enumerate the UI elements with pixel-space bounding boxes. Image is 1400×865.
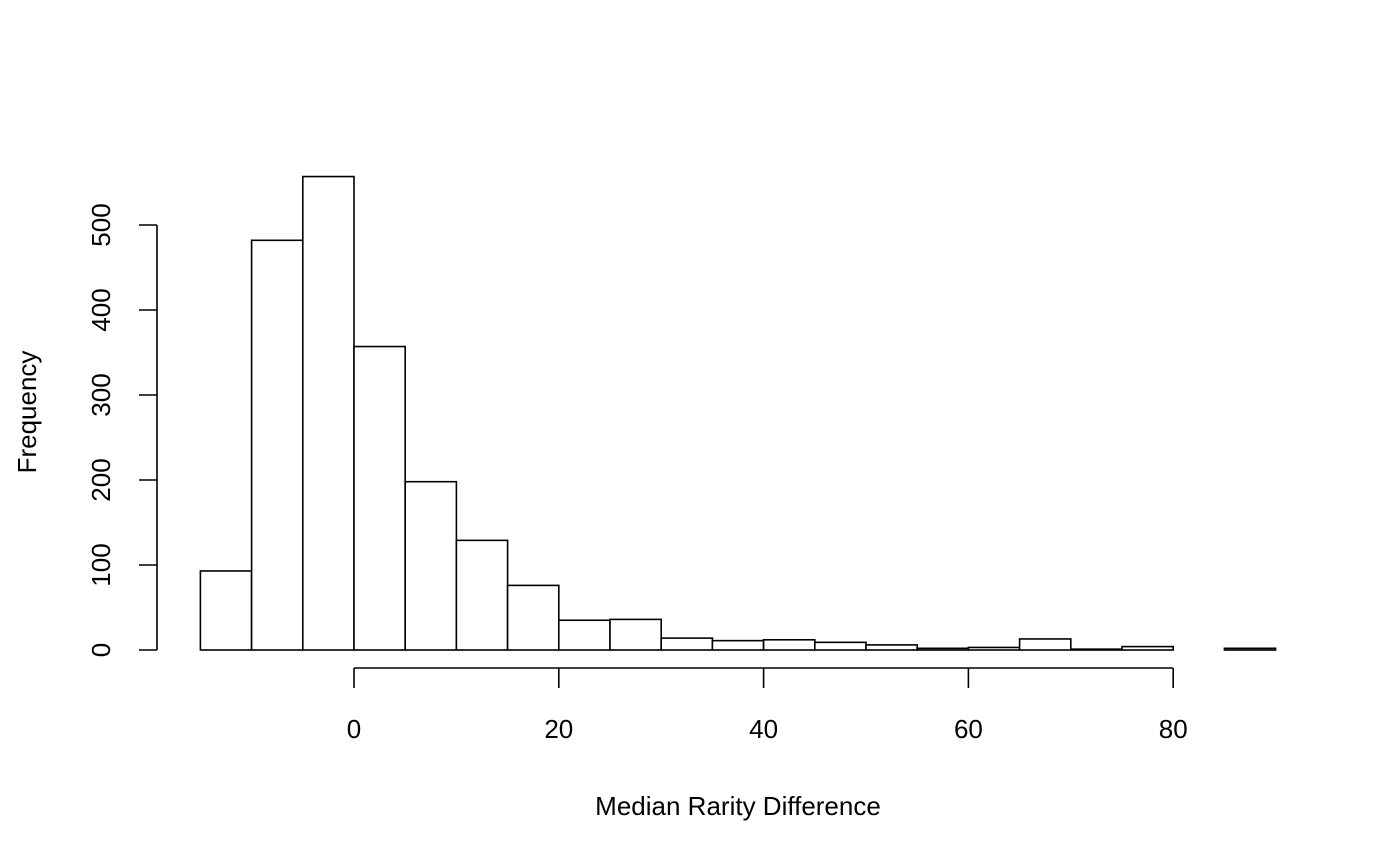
histogram-bar — [660, 637, 714, 651]
y-ticks-layer: 0 100 200 300 400 500 — [86, 203, 157, 657]
histogram-bar — [1121, 645, 1175, 651]
y-axis: 0 100 200 300 400 500 — [86, 203, 158, 657]
histogram-bar — [609, 618, 663, 651]
x-tick-label: 20 — [544, 714, 573, 744]
histogram-bar — [711, 639, 765, 651]
y-tick-label: 100 — [86, 543, 116, 586]
histogram-bar — [301, 175, 355, 651]
y-tick-label: 500 — [86, 203, 116, 246]
histogram-bar — [353, 345, 407, 651]
histogram-bar — [557, 619, 611, 651]
bars-layer — [199, 175, 1277, 651]
histogram-bar — [199, 570, 253, 651]
histogram-bar — [250, 239, 304, 651]
y-tick-label: 300 — [86, 373, 116, 416]
x-ticks-layer: 0 20 40 60 80 — [347, 668, 1188, 744]
histogram-bar — [506, 584, 560, 651]
y-tick-label: 200 — [86, 458, 116, 501]
x-tick-label: 40 — [749, 714, 778, 744]
x-tick-label: 80 — [1159, 714, 1188, 744]
histogram-bar — [762, 638, 816, 651]
y-tick-label: 400 — [86, 288, 116, 331]
y-tick-label: 0 — [86, 643, 116, 657]
histogram-bar — [404, 480, 458, 651]
histogram-bar — [455, 539, 509, 651]
x-axis: 0 20 40 60 80 — [347, 667, 1188, 744]
histogram-bar — [1223, 647, 1277, 651]
y-axis-title: Frequency — [12, 351, 42, 474]
x-tick-label: 60 — [954, 714, 983, 744]
histogram-bar — [967, 646, 1021, 651]
x-tick-label: 0 — [347, 714, 361, 744]
histogram-bar — [865, 644, 919, 651]
histogram-bar — [1070, 648, 1123, 651]
histogram-bar — [916, 647, 970, 651]
x-axis-title: Median Rarity Difference — [595, 791, 881, 821]
histogram-bar — [1018, 638, 1072, 651]
histogram-bar — [813, 641, 867, 651]
